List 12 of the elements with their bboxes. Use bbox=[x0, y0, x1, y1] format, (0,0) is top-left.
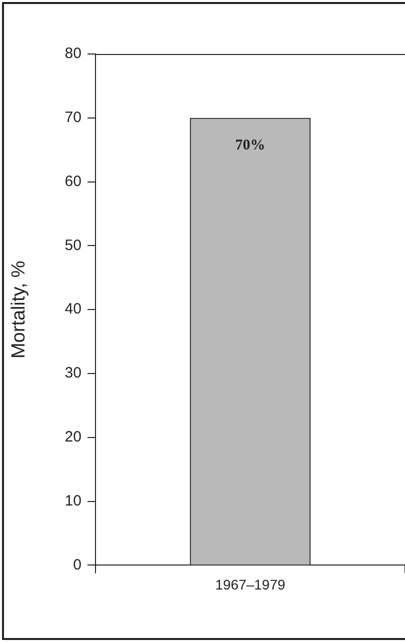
x-tick-label: 1967–1979 bbox=[215, 576, 286, 592]
y-tick-label: 50 bbox=[64, 236, 82, 254]
y-axis-title: Mortality, % bbox=[8, 260, 30, 359]
y-tick-label: 10 bbox=[64, 492, 82, 510]
y-tick-label: 0 bbox=[73, 556, 82, 574]
y-tick-label: 20 bbox=[64, 428, 82, 446]
data-label: 70% bbox=[235, 137, 266, 154]
y-tick-label: 60 bbox=[64, 172, 82, 190]
y-tick-label: 70 bbox=[64, 109, 82, 126]
y-tick-label: 80 bbox=[64, 45, 82, 62]
y-tick-label: 40 bbox=[64, 300, 82, 318]
y-tick-label: 30 bbox=[64, 364, 82, 382]
